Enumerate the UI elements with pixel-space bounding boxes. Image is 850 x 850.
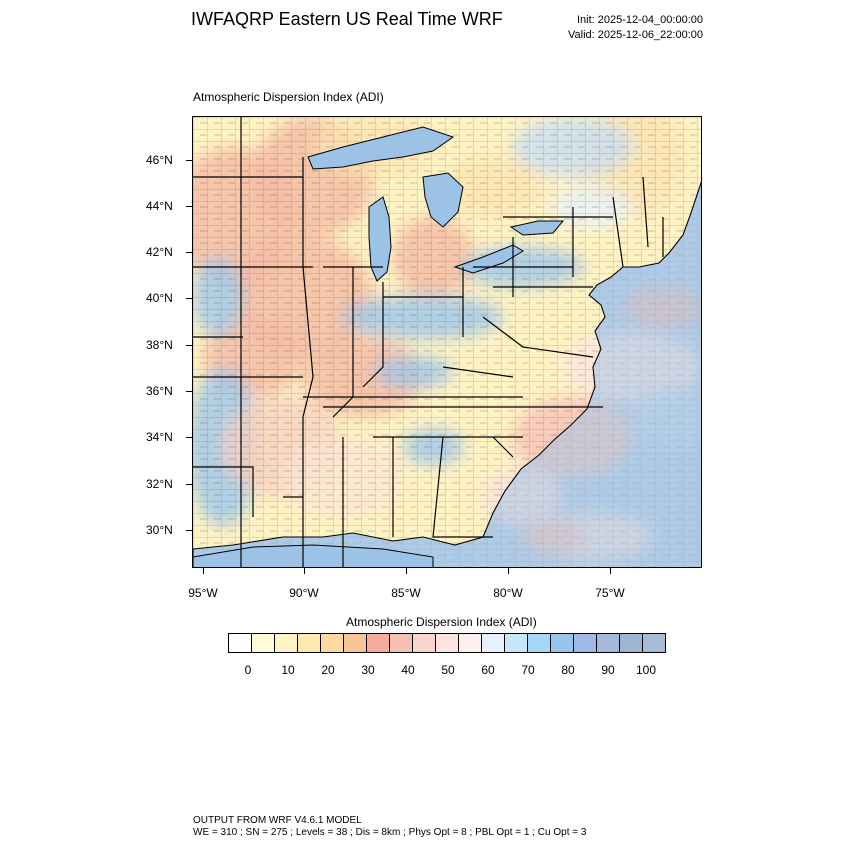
lon-tick [610,568,611,574]
footer-model: OUTPUT FROM WRF V4.6.1 MODEL [193,815,362,826]
lat-label: 46°N [146,153,173,167]
footer-config: WE = 310 ; SN = 275 ; Levels = 38 ; Dis … [193,827,587,838]
colorbar-box [528,634,551,652]
lat-tick [186,160,192,161]
colorbar-box [574,634,597,652]
colorbar-label: 40 [401,663,415,677]
colorbar-label: 30 [361,663,375,677]
colorbar-box [298,634,321,652]
state-border [492,436,514,458]
coastal-water [193,183,701,567]
adi-map [193,117,701,567]
colorbar-box [229,634,252,652]
valid-time: Valid: 2025-12-06_22:00:00 [568,29,703,41]
lat-tick [186,530,192,531]
state-border [442,366,514,378]
colorbar-box [459,634,482,652]
colorbar-box [390,634,413,652]
run-times: Init: 2025-12-04_00:00:00 Valid: 2025-12… [568,13,703,43]
gulf-of-mexico [193,544,434,567]
lat-label: 32°N [146,477,173,491]
lat-tick [186,206,192,207]
lat-label: 30°N [146,523,173,537]
lon-tick [508,568,509,574]
lat-label: 44°N [146,199,173,213]
lon-tick [203,568,204,574]
lat-tick [186,252,192,253]
coastline [193,181,701,567]
colorbar-box [436,634,459,652]
lat-label: 36°N [146,384,173,398]
page-title: IWFAQRP Eastern US Real Time WRF [191,9,503,29]
lat-tick [186,298,192,299]
state-border [642,176,649,248]
colorbar-box [643,634,665,652]
model-footer: OUTPUT FROM WRF V4.6.1 MODEL WE = 310 ; … [193,815,586,839]
colorbar-box [620,634,643,652]
init-time: Init: 2025-12-04_00:00:00 [577,14,703,26]
lat-label: 42°N [146,245,173,259]
lon-label: 75°W [595,586,625,600]
colorbar-box [597,634,620,652]
lon-label: 95°W [188,586,218,600]
colorbar-label: 90 [601,663,615,677]
colorbar-box [551,634,574,652]
colorbar-label: 60 [481,663,495,677]
lake-michigan [368,196,392,282]
colorbar-label: 80 [561,663,575,677]
colorbar-box [367,634,390,652]
lon-label: 90°W [289,586,319,600]
colorbar-box [413,634,436,652]
colorbar-label: 100 [635,663,657,677]
colorbar [228,633,666,653]
colorbar-title: Atmospheric Dispersion Index (ADI) [346,615,537,629]
great-lakes [193,126,565,567]
lon-label: 80°W [493,586,523,600]
map-panel [192,116,702,568]
state-border [612,196,624,268]
colorbar-label: 0 [244,663,252,677]
lat-tick [186,437,192,438]
lake-erie [453,244,524,274]
lat-label: 40°N [146,291,173,305]
colorbar-label: 20 [321,663,335,677]
lat-label: 38°N [146,338,173,352]
colorbar-label: 10 [281,663,295,677]
colorbar-label: 70 [521,663,535,677]
colorbar-box [275,634,298,652]
lake-ontario [509,220,565,236]
state-border [432,436,493,538]
colorbar-box [252,634,275,652]
colorbar-box [321,634,344,652]
lon-tick [406,568,407,574]
colorbar-label: 50 [441,663,455,677]
lat-tick [186,345,192,346]
lon-label: 85°W [391,586,421,600]
lat-tick [186,484,192,485]
map-subtitle: Atmospheric Dispersion Index (ADI) [193,90,384,104]
colorbar-box [344,634,367,652]
lat-label: 34°N [146,430,173,444]
colorbar-box [505,634,528,652]
state-borders [193,117,701,567]
state-border [482,316,594,358]
state-border [193,466,254,517]
lon-tick [304,568,305,574]
lat-tick [186,391,192,392]
lake-huron [422,172,464,228]
state-border [362,282,384,388]
lake-superior [307,126,455,170]
colorbar-box [482,634,505,652]
